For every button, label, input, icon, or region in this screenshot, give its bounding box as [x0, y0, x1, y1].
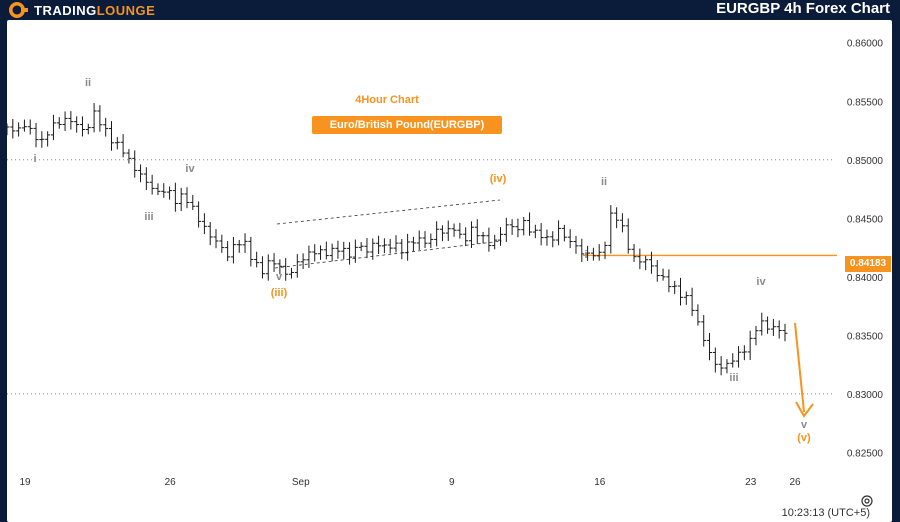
- x-tick-label: 9: [449, 477, 455, 488]
- y-tick-label: 0.84000: [847, 273, 884, 284]
- wave-label: ii: [85, 77, 91, 89]
- projection-arrow-head: [795, 401, 814, 418]
- chart-subtitle: 4Hour Chart: [355, 94, 419, 106]
- wave-label: ii: [601, 176, 607, 188]
- projection-arrow-line: [794, 322, 805, 413]
- x-tick-label: 26: [789, 477, 801, 488]
- price-chart[interactable]: 0.86000 0.85500 0.85000 0.84500 0.84000 0.835…: [7, 20, 892, 522]
- wave-label: iii: [729, 372, 738, 384]
- x-tick-label: 19: [19, 477, 31, 488]
- chart-panel[interactable]: 0.86000 0.85500 0.85000 0.84500 0.84000 0.835…: [7, 20, 892, 522]
- current-price-tag: 0.84183: [845, 256, 891, 272]
- chart-name-title: EURGBP 4h Forex Chart: [716, 0, 890, 17]
- instrument-title-box: Euro/British Pound(EURGBP): [312, 116, 502, 134]
- x-tick-label: Sep: [292, 477, 310, 488]
- wave-label: i: [33, 153, 36, 165]
- wave-label: i: [584, 249, 587, 261]
- wave-label: iii: [144, 211, 153, 223]
- y-tick-label: 0.82500: [847, 448, 884, 459]
- wave-label: iv: [185, 163, 195, 175]
- wave-label: (iv): [490, 173, 507, 185]
- settings-gear-icon[interactable]: [860, 494, 874, 508]
- logo-text: TRADINGLOUNGE: [34, 2, 156, 18]
- y-tick-label: 0.85000: [847, 156, 884, 167]
- x-tick-label: 23: [745, 477, 757, 488]
- y-tick-label: 0.83000: [847, 390, 884, 401]
- wave-label: (iii): [271, 287, 288, 299]
- wave-label: v: [801, 419, 808, 431]
- logo-mark-icon: [9, 2, 28, 18]
- y-tick-label: 0.86000: [847, 39, 884, 50]
- wave-label: (v): [797, 432, 811, 444]
- timestamp: 10:23:13 (UTC+5): [781, 507, 870, 519]
- header-bar: TRADINGLOUNGE EURGBP 4h Forex Chart: [0, 0, 900, 20]
- logo-text-accent: LOUNGE: [96, 2, 156, 18]
- channel-lower-line: [274, 240, 503, 269]
- x-tick-label: 16: [594, 477, 606, 488]
- x-tick-label: 26: [165, 477, 177, 488]
- y-tick-label: 0.84500: [847, 214, 884, 225]
- tradinglounge-logo: TRADINGLOUNGE: [8, 1, 155, 19]
- y-tick-label: 0.85500: [847, 97, 884, 108]
- wave-label: iv: [756, 276, 766, 288]
- channel-upper-line: [276, 199, 501, 225]
- wave-label: v: [276, 271, 283, 283]
- y-tick-label: 0.83500: [847, 331, 884, 342]
